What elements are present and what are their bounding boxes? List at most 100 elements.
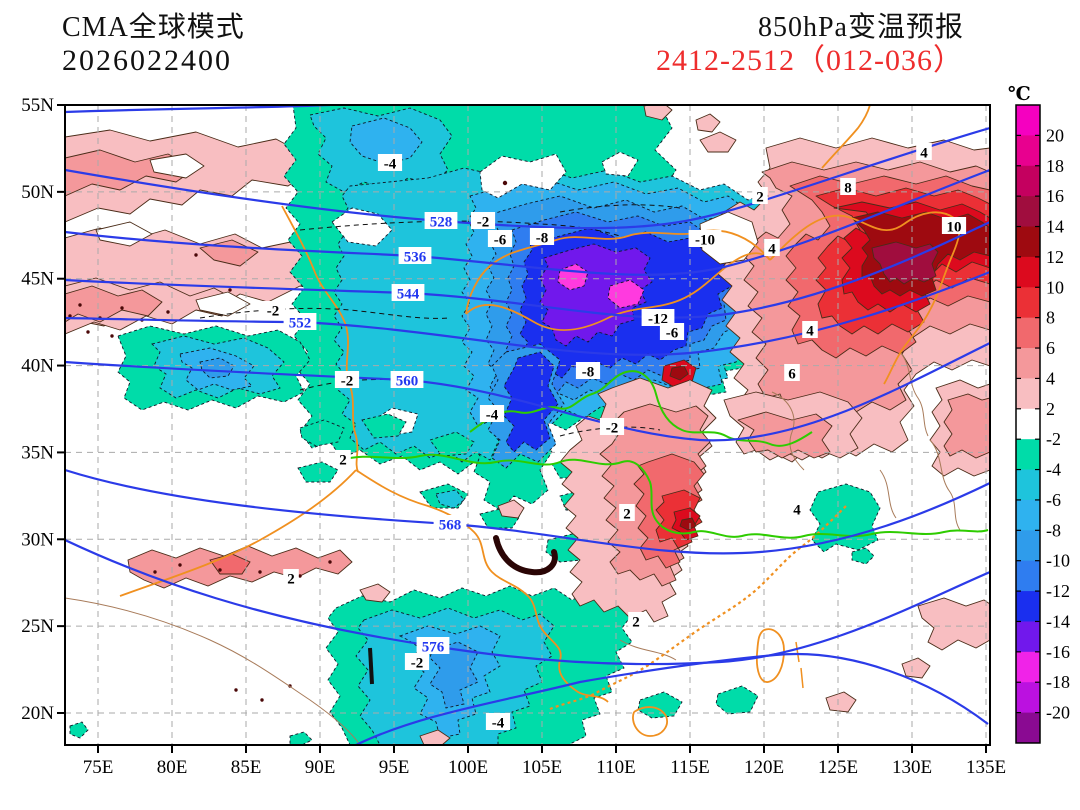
temp-label-box [641, 309, 675, 326]
temp-label-box [764, 239, 780, 256]
colorbar-label: 20 [1046, 125, 1064, 145]
temp-label-group: 8 [840, 178, 856, 197]
height-label-group: 576 [416, 637, 450, 656]
lat-tick-label: 55N [21, 95, 54, 116]
temp-label-group: -2 [470, 212, 496, 231]
colorbar-segment [1016, 712, 1040, 744]
colorbar-segment [1016, 165, 1040, 197]
lon-tick-label: 125E [818, 757, 858, 778]
terrain-bar-mark [368, 647, 374, 685]
temp-label-text: 4 [920, 146, 928, 162]
temp-label-text: 8 [844, 181, 852, 197]
temp-label-group: -4 [479, 405, 505, 424]
height-label-box [390, 371, 424, 388]
temp-label-group: 2 [752, 187, 768, 206]
temp-label-box [404, 653, 430, 670]
temp-label-box [619, 504, 635, 521]
colorbar-label: -18 [1046, 672, 1070, 692]
temp-label-box [260, 301, 286, 318]
temp-label-group: -6 [659, 323, 685, 342]
height-label-box [398, 247, 432, 264]
temp-label-box [941, 217, 967, 234]
lat-tick-label: 40N [21, 356, 54, 377]
colorbar-label: -14 [1046, 611, 1070, 631]
isoline-568 [65, 468, 990, 555]
lon-tick-label: 115E [670, 757, 709, 778]
temp-label-box [789, 500, 805, 517]
temp-label-text: 6 [788, 367, 796, 383]
lat-tick-label: 25N [21, 616, 54, 637]
colorbar-border [1015, 104, 1041, 744]
colorbar-label: -20 [1046, 703, 1070, 723]
temp-label-text: 2 [623, 507, 631, 523]
temp-label-text: -4 [486, 408, 499, 424]
temp-label-text: -2 [267, 304, 280, 320]
temp-label-box [840, 178, 856, 195]
temp-label-group: 2 [619, 504, 635, 523]
isoline-528 [65, 126, 990, 230]
province-border-lines [65, 351, 961, 745]
temp-label-text: 10 [947, 220, 962, 236]
cold-pool-west [117, 325, 311, 411]
lat-tick-label: 50N [21, 182, 54, 203]
height-label-text: 552 [289, 316, 312, 332]
border-southwest-yunnan [355, 469, 609, 703]
height-label-group: 568 [433, 515, 467, 534]
colorbar-segment [1016, 105, 1040, 136]
height-label-text: 528 [430, 215, 453, 231]
isoline-560 [65, 342, 990, 442]
height-label-group: 528 [424, 212, 458, 231]
border-west-xinjiang [281, 205, 359, 473]
temp-label-group: -2 [404, 653, 430, 672]
colorbar-label: 18 [1046, 156, 1064, 176]
colorbar-label: 14 [1046, 217, 1064, 237]
colorbar-segment [1016, 256, 1040, 288]
temp-label-group: 2 [283, 569, 299, 588]
colorbar-segment [1016, 348, 1040, 379]
isoline-544 [65, 221, 990, 319]
lon-tick-label: 135E [966, 757, 1006, 778]
dark-speck-dots [68, 180, 508, 702]
temp-label-box [784, 364, 800, 381]
colorbar-segment [1016, 530, 1040, 562]
river-lines [341, 370, 989, 539]
border-top-right [821, 105, 871, 169]
temp-label-text: 2 [287, 572, 295, 588]
temp-label-box [470, 212, 496, 229]
coastline-taiwan [755, 628, 785, 683]
lon-tick-label: 85E [231, 757, 262, 778]
temp-label-group: 2 [628, 612, 644, 631]
temp-label-text: -8 [536, 231, 549, 247]
height-label-text: 560 [396, 374, 419, 390]
colorbar-label: -4 [1046, 460, 1061, 480]
colorbar-label: -10 [1046, 551, 1070, 571]
temp-label-box [479, 405, 505, 422]
colorbar-segment [1016, 591, 1040, 622]
lon-tick-label: 105E [522, 757, 562, 778]
temp-label-text: -2 [477, 215, 490, 231]
height-label-box [391, 284, 425, 301]
run-time: 2026022400 [62, 44, 232, 78]
lat-tick-label: 45N [21, 269, 54, 290]
temp-label-group: -4 [485, 713, 511, 732]
border-mongolia-south [465, 252, 771, 331]
model-name: CMA全球模式 [62, 12, 245, 43]
valid-period: 2412-2512（012-036） [656, 44, 964, 78]
river-yellow [469, 370, 813, 447]
temp-label-group: 4 [789, 500, 805, 519]
isoline-520 [65, 105, 331, 114]
temp-label-box [487, 230, 513, 247]
colorbar-segment [1016, 317, 1040, 349]
temp-label-text: -6 [494, 233, 507, 249]
lat-tick-label: 20N [21, 703, 54, 724]
temp-label-group: 4 [764, 239, 780, 258]
colorbar-segment [1016, 469, 1040, 501]
temp-label-box [802, 321, 818, 338]
lon-tick-label: 95E [379, 757, 410, 778]
temp-label-box [283, 569, 299, 586]
contour-label-layer: -4-2-6 -8 -10248104-12-6-8-4-2-2-22464222-… [260, 143, 967, 732]
temp-label-text: 2 [756, 190, 764, 206]
lat-tick-label: 30N [21, 529, 54, 550]
temp-label-group: -2 [334, 371, 360, 390]
temp-label-text: -4 [384, 157, 397, 173]
